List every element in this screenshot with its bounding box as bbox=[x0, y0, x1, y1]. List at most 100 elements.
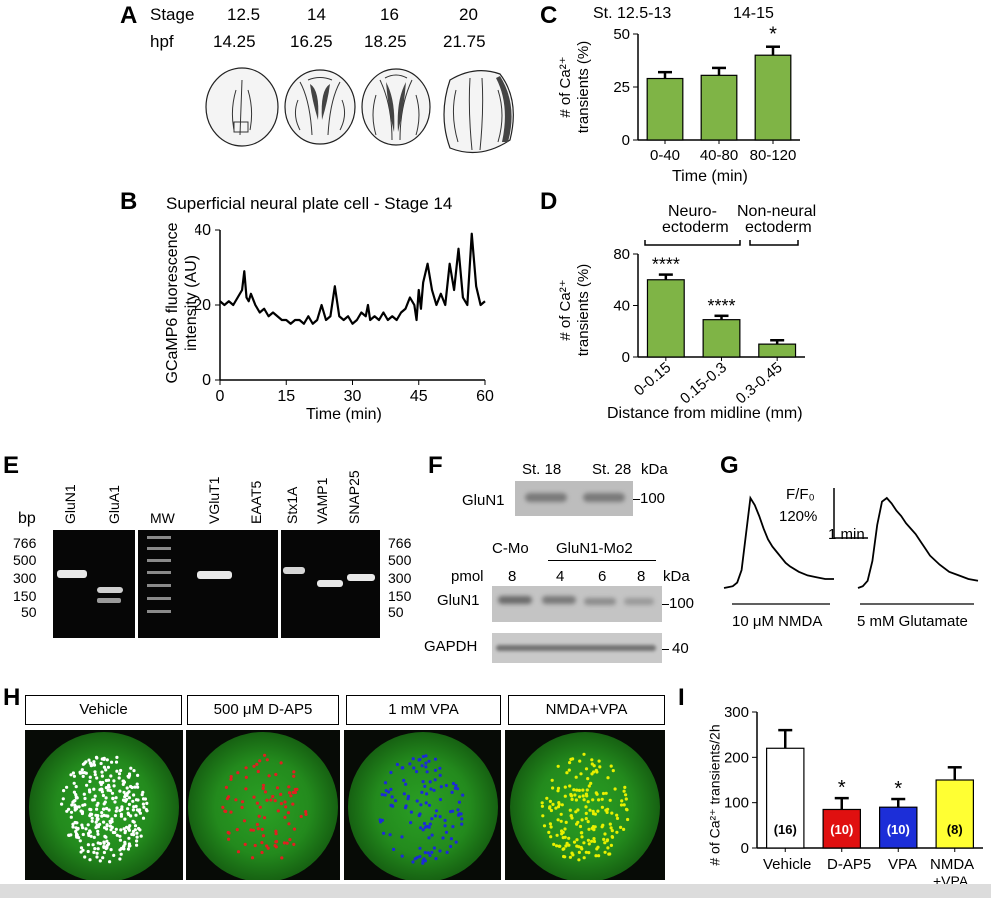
panel-h-dot bbox=[574, 810, 578, 814]
panel-h-dot bbox=[93, 770, 97, 774]
panel-h-dot bbox=[605, 838, 610, 842]
panel-h-dot bbox=[415, 770, 419, 774]
panel-i-significance-star: * bbox=[838, 777, 846, 799]
panel-h-dot bbox=[123, 842, 127, 846]
panel-f-marker-40-dash bbox=[662, 649, 669, 650]
mw-ladder-2 bbox=[147, 547, 171, 550]
panel-d-bar bbox=[758, 343, 797, 358]
panel-h-dot bbox=[600, 805, 604, 809]
panel-h-dot bbox=[96, 825, 100, 829]
panel-h-dot bbox=[89, 834, 93, 838]
panel-h-dot bbox=[550, 778, 554, 782]
panel-h-dot bbox=[457, 800, 461, 804]
panel-h-dot bbox=[103, 800, 107, 804]
panel-h-dot bbox=[81, 848, 85, 852]
panel-h-dot bbox=[304, 812, 308, 816]
panel-h-dot bbox=[443, 818, 447, 822]
panel-h-dot bbox=[113, 800, 117, 804]
panel-h-dot bbox=[417, 758, 421, 762]
panel-h-dot bbox=[132, 820, 136, 824]
panel-h-dot bbox=[584, 805, 588, 809]
panel-h-dot bbox=[557, 801, 561, 805]
panel-h-dot bbox=[449, 844, 453, 849]
panel-h-dot bbox=[378, 818, 382, 822]
panel-h-dot bbox=[577, 850, 581, 854]
panel-h-dot bbox=[561, 836, 565, 840]
panel-h-dot bbox=[565, 771, 569, 775]
panel-h-dot bbox=[127, 775, 131, 779]
panel-h-dot bbox=[255, 801, 259, 805]
mw-ladder-7 bbox=[147, 610, 171, 613]
panel-h-dot bbox=[291, 790, 295, 795]
panel-h-dot bbox=[451, 781, 456, 786]
panel-h-dot bbox=[439, 785, 443, 789]
panel-h-dot bbox=[428, 780, 432, 784]
panel-h-dot bbox=[113, 830, 117, 835]
panel-h-dot bbox=[72, 790, 76, 794]
panel-h-dot bbox=[84, 827, 88, 831]
panel-h-dot bbox=[580, 847, 584, 851]
panel-h-dot bbox=[92, 850, 96, 854]
panel-h-dot bbox=[102, 845, 106, 849]
panel-b-ytick-label: 20 bbox=[195, 297, 211, 314]
panel-h-dot bbox=[610, 811, 614, 815]
panel-h-dot bbox=[136, 773, 140, 777]
panel-h-dot bbox=[279, 792, 283, 796]
panel-h-dot bbox=[609, 826, 613, 830]
panel-h-dot bbox=[227, 837, 231, 841]
panel-h-dot bbox=[586, 777, 590, 781]
panel-h-dot bbox=[101, 856, 105, 860]
panel-h-dot bbox=[289, 794, 293, 798]
panel-b-xtick-label: 30 bbox=[344, 388, 362, 405]
panel-h-dot bbox=[132, 805, 136, 809]
panel-h-dot bbox=[429, 787, 433, 791]
panel-d-group1-line2: ectoderm bbox=[662, 219, 729, 236]
panel-h-dot bbox=[383, 781, 388, 785]
left-marker-150: 150 bbox=[13, 588, 37, 604]
panel-h-dot bbox=[105, 824, 109, 828]
panel-h-dot bbox=[576, 820, 580, 824]
panel-h-dot bbox=[112, 784, 116, 788]
panel-c-ylabel: # of Ca²⁺ transients (%) bbox=[550, 32, 600, 142]
panel-h-dot bbox=[92, 787, 96, 791]
panel-h-dot bbox=[569, 794, 573, 798]
panel-d-group2-line2: ectoderm bbox=[745, 219, 812, 236]
panel-h-dot bbox=[145, 801, 149, 805]
panel-c-xtick-label: 0-40 bbox=[650, 147, 680, 164]
left-marker-300: 300 bbox=[13, 570, 37, 586]
panel-f-marker-100-dash bbox=[662, 604, 669, 605]
panel-h-dot bbox=[427, 836, 431, 840]
panel-h-dot bbox=[572, 788, 576, 792]
panel-h-dot bbox=[574, 775, 578, 779]
panel-h-dot bbox=[131, 799, 135, 803]
hpf-row-label: hpf bbox=[150, 32, 174, 51]
panel-b-xlabel: Time (min) bbox=[306, 406, 382, 423]
mw-ladder-4 bbox=[147, 571, 171, 574]
panel-h-dot bbox=[545, 796, 549, 800]
panel-h-dot bbox=[282, 841, 286, 845]
panel-h-dot bbox=[389, 787, 393, 791]
panel-h-dot bbox=[118, 834, 122, 838]
panel-h-dot bbox=[601, 791, 606, 796]
panel-h-dot bbox=[586, 838, 590, 842]
panel-h-dot bbox=[427, 803, 432, 807]
panel-h-dot bbox=[100, 811, 104, 815]
panel-c-xlabel: Time (min) bbox=[672, 168, 748, 185]
panel-h-dot bbox=[110, 791, 115, 795]
lane-label-mw: MW bbox=[150, 510, 175, 526]
panel-h-dot bbox=[433, 814, 438, 818]
panel-h-image-nmda-vpa bbox=[505, 730, 665, 880]
panel-h-dot bbox=[453, 786, 457, 790]
panel-h-dot bbox=[81, 774, 85, 778]
panel-h-dot bbox=[105, 839, 109, 843]
panel-h-dot bbox=[88, 779, 92, 784]
panel-h-dot bbox=[443, 824, 447, 828]
panel-h-dot bbox=[295, 787, 299, 791]
panel-h-dot bbox=[582, 841, 586, 845]
panel-h-dot bbox=[83, 796, 87, 801]
panel-d-ytick-label: 40 bbox=[613, 298, 630, 315]
panel-d-xtick-label: 0.3-0.45 bbox=[733, 359, 786, 407]
panel-h-dot bbox=[131, 808, 135, 812]
panel-h-dot bbox=[109, 848, 113, 852]
panel-h-dot bbox=[74, 821, 78, 825]
